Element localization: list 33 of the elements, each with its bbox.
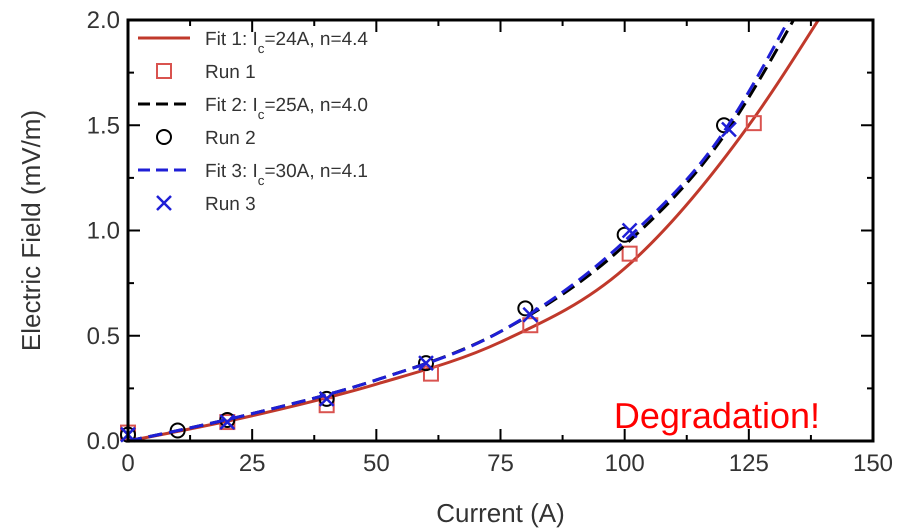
point [522, 317, 538, 334]
y-tick-label: 1.5 [86, 112, 120, 140]
point [522, 306, 539, 323]
point [746, 115, 762, 132]
x-tick-label: 100 [604, 450, 645, 477]
legend-label: Fit 3: I$_{c}$=30A, n=4.1 [205, 161, 368, 188]
point [622, 246, 638, 262]
point [716, 117, 732, 134]
legend-label: Run 2 [205, 128, 256, 149]
x-tick-label: 0 [121, 450, 135, 477]
point [318, 397, 335, 414]
x-tick-label: 125 [728, 450, 769, 477]
y-tick-label: 2.0 [86, 7, 120, 34]
legend-label: Run 3 [205, 194, 256, 215]
x-axis-title: Current (A) [436, 498, 565, 528]
annotation: Degradation! [614, 395, 820, 436]
legend-label: Fit 2: I$_{c}$=25A, n=4.0 [205, 95, 368, 122]
legend-label: Fit 1: I$_{c}$=24A, n=4.4 [205, 29, 368, 56]
point [621, 222, 638, 239]
point [422, 366, 439, 382]
point [170, 422, 186, 438]
y-tick-label: 0.5 [86, 322, 120, 350]
point [720, 121, 738, 138]
y-axis-title: Electric Field (mV/m) [16, 110, 46, 352]
x-tick-label: 25 [238, 450, 266, 477]
legend-label: Run 1 [205, 62, 256, 83]
y-tick-label: 1.0 [86, 218, 120, 244]
x-tick-label: 150 [852, 450, 894, 477]
point [616, 226, 633, 243]
x-tick-label: 75 [487, 450, 514, 477]
y-tick-label: 0.0 [86, 428, 120, 455]
x-tick-label: 50 [362, 450, 390, 477]
point [517, 300, 534, 316]
